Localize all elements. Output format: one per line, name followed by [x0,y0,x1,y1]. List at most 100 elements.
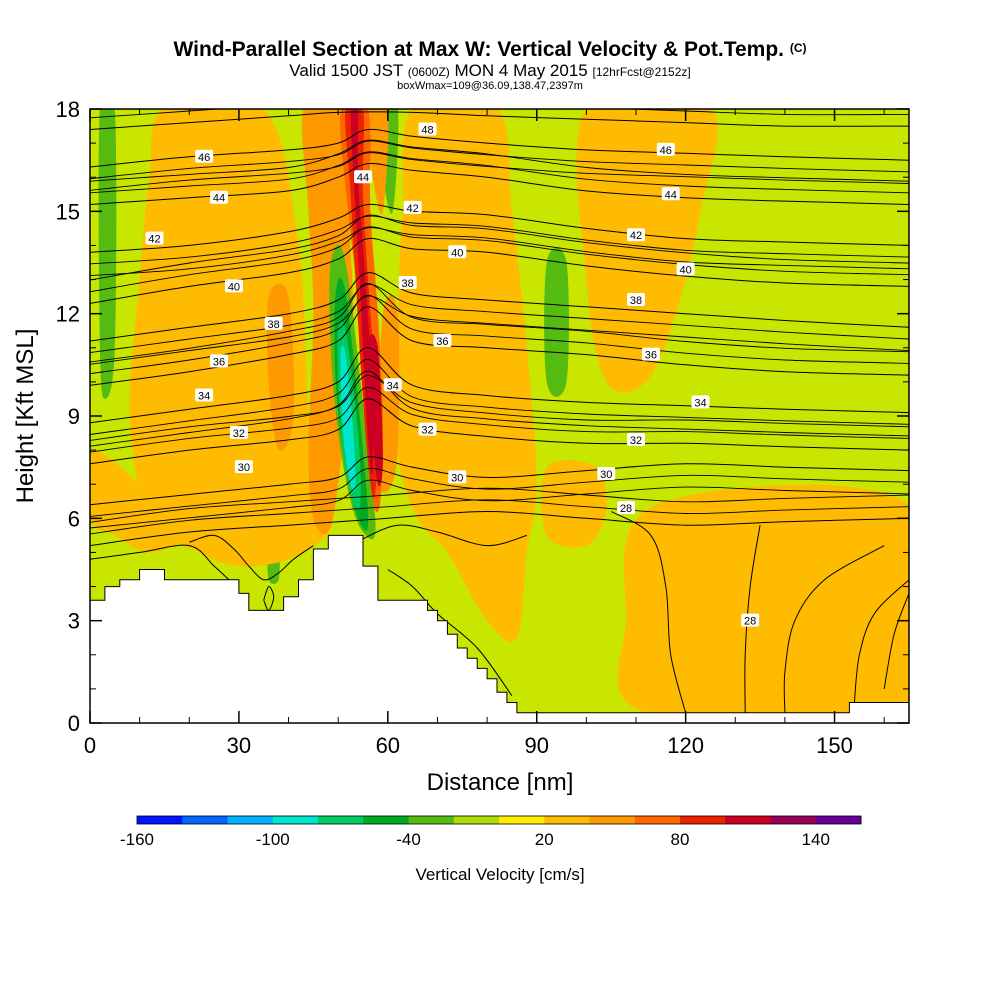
svg-text:32: 32 [233,428,245,440]
colorbar-swatch [680,816,726,824]
y-tick-label: 0 [68,711,80,736]
svg-text:36: 36 [436,336,448,348]
theta-contour-low-3 [853,579,909,703]
velocity-region-5 [129,109,330,567]
theta-contour-low-0 [610,511,687,713]
chart-box-max: boxWmax=109@36.09,138.47,2397m [397,80,583,92]
colorbar-tick-label: -40 [396,830,421,849]
colorbar-swatch [544,816,590,824]
theta-contour-40 [90,237,909,304]
theta-contour-minor [90,214,909,281]
svg-text:42: 42 [630,230,642,242]
theta-contour-minor [90,140,909,180]
theta-contour-minor [90,109,909,119]
theta-contour-minor [90,295,909,365]
x-tick-label: 90 [524,733,548,758]
theta-contour-minor [90,487,909,523]
svg-text:30: 30 [238,462,250,474]
colorbar-swatch [363,816,409,824]
colorbar-tick-label: -100 [256,830,290,849]
velocity-region-3 [544,247,569,397]
svg-text:36: 36 [645,350,657,362]
chart-title: Wind-Parallel Section at Max W: Vertical… [173,38,806,61]
y-tick-label: 18 [56,97,80,122]
theta-label-36: 36 [641,347,660,362]
chart-header: Wind-Parallel Section at Max W: Vertical… [173,38,806,92]
svg-text:40: 40 [228,281,240,293]
theta-contour-minor [90,294,909,375]
colorbar-frame [136,815,862,825]
velocity-region-18 [340,344,356,491]
theta-contour-minor [90,375,909,441]
theta-label-38: 38 [264,316,283,331]
svg-text:32: 32 [630,435,642,447]
svg-text:46: 46 [660,145,672,157]
svg-text:38: 38 [268,319,280,331]
velocity-region-21 [350,109,374,476]
theta-label-44: 44 [210,190,229,205]
colorbar-swatch [453,816,500,824]
colorbar-label: Vertical Velocity [cm/s] [415,865,584,884]
svg-text:44: 44 [665,189,677,201]
colorbar-swatch [272,816,319,824]
theta-contour-minor [90,358,909,435]
theta-contour-minor [90,370,909,447]
theta-label-40: 40 [224,279,243,293]
theta-contour-low-4 [883,593,909,689]
svg-text:46: 46 [198,152,210,164]
colorbar-swatch [137,816,183,824]
theta-contour-42 [90,203,909,253]
theta-contour-minor [90,479,909,529]
theta-label-38: 38 [627,293,645,307]
velocity-region-0 [98,109,117,399]
theta-label-30: 30 [448,470,467,484]
colorbar-tick-label: -160 [120,830,154,849]
theta-label-34: 34 [691,395,710,409]
colorbar-swatch [725,816,771,824]
colorbar-swatch [634,816,681,824]
theta-label-42: 42 [145,231,164,246]
colorbar-swatch [318,816,364,824]
svg-text:34: 34 [387,380,399,392]
theta-label-36: 36 [210,354,229,368]
theta-label-36: 36 [433,333,452,348]
velocity-region-13 [367,109,389,214]
theta-label-48: 48 [418,122,437,136]
svg-text:38: 38 [630,295,642,307]
x-tick-label: 60 [376,733,400,758]
svg-text:48: 48 [421,124,433,136]
potential-temperature-labels: 28 30 32 34 36 38 40 42 44 46 48 46 44 44 42 42 40 40 38 38… [145,122,760,628]
theta-label-30: 30 [597,466,616,481]
theta-contour-low-6 [189,534,314,581]
y-tick-label: 15 [56,199,80,224]
terrain [90,534,909,723]
theta-label-28: 28 [617,501,636,515]
velocity-region-8 [617,484,909,723]
theta-label-32: 32 [627,432,645,447]
velocity-region-9 [90,449,190,553]
theta-label-30: 30 [234,460,253,474]
y-tick-label: 6 [68,506,80,531]
x-tick-label: 30 [227,733,251,758]
theta-contour-36 [90,306,909,386]
theta-contour-minor [90,226,909,293]
theta-contour-46 [90,128,909,168]
theta-contour-28 [90,510,909,547]
theta-contour-30 [90,456,909,506]
colorbar-swatch [770,816,817,824]
theta-contour-34 [90,347,909,424]
theta-contour-44 [90,162,909,205]
theta-label-34: 34 [195,388,214,403]
velocity-region-14 [377,295,400,493]
colorbar-swatch [227,816,274,824]
svg-text:42: 42 [148,234,160,246]
colorbar-swatch [815,816,862,824]
colorbar-swatch [408,816,455,824]
theta-contour-low-5 [90,544,230,581]
theta-contour-minor [90,215,909,265]
y-tick-label: 9 [68,404,80,429]
theta-label-40: 40 [676,262,695,276]
theta-label-38: 38 [398,275,417,290]
